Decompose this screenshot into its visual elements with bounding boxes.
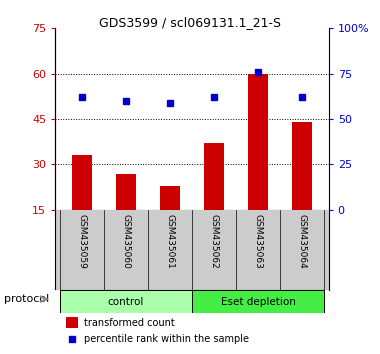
Text: GDS3599 / scl069131.1_21-S: GDS3599 / scl069131.1_21-S — [99, 16, 281, 29]
Bar — [66, 317, 78, 328]
Bar — [116, 173, 136, 210]
Text: GSM435059: GSM435059 — [77, 214, 86, 269]
Text: GSM435063: GSM435063 — [253, 214, 263, 269]
Bar — [192, 291, 324, 313]
Bar — [248, 74, 268, 210]
Text: GSM435064: GSM435064 — [298, 214, 307, 269]
Text: GSM435060: GSM435060 — [121, 214, 130, 269]
Bar — [160, 185, 180, 210]
Bar — [292, 122, 312, 210]
Text: percentile rank within the sample: percentile rank within the sample — [84, 335, 249, 344]
Text: protocol: protocol — [4, 294, 49, 304]
Bar — [60, 291, 192, 313]
Bar — [72, 155, 92, 210]
Text: Eset depletion: Eset depletion — [221, 297, 296, 307]
Text: transformed count: transformed count — [84, 318, 174, 327]
Bar — [204, 143, 224, 210]
Text: control: control — [108, 297, 144, 307]
Text: GSM435061: GSM435061 — [165, 214, 174, 269]
Text: GSM435062: GSM435062 — [209, 214, 218, 269]
